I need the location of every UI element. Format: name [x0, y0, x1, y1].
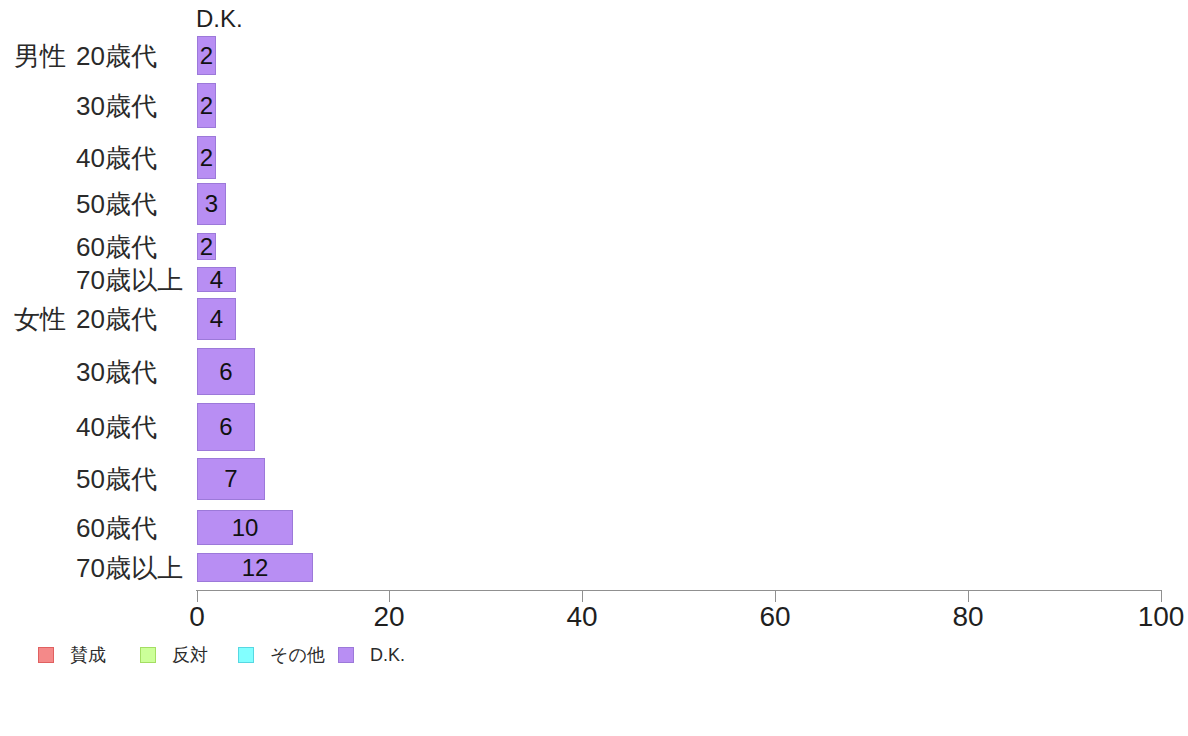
- chart-title: D.K.: [196, 5, 243, 33]
- bar-value-label: 12: [242, 556, 269, 580]
- x-axis-line: [196, 590, 1162, 591]
- bar-value-label: 6: [219, 415, 232, 439]
- bar: 2: [197, 136, 216, 179]
- bar: 10: [197, 510, 293, 545]
- chart: D.K. 男性20歳代230歳代240歳代250歳代360歳代270歳以上4女性…: [0, 0, 1188, 736]
- legend-label: その他: [270, 646, 325, 664]
- bar: 6: [197, 403, 255, 451]
- row-label: 男性20歳代: [14, 40, 157, 72]
- age-label: 30歳代: [76, 91, 157, 121]
- legend-item: 反対: [140, 645, 208, 665]
- bar-value-label: 7: [224, 467, 237, 491]
- age-label: 40歳代: [76, 412, 157, 442]
- bar: 2: [197, 36, 216, 75]
- legend-label: 反対: [172, 646, 208, 664]
- bar-value-label: 2: [200, 235, 213, 259]
- bar: 2: [197, 233, 216, 260]
- row-label: 70歳以上: [14, 552, 183, 584]
- bar: 12: [197, 553, 313, 582]
- age-label: 50歳代: [76, 464, 157, 494]
- legend-swatch: [38, 647, 54, 663]
- legend-label: D.K.: [370, 646, 405, 664]
- bar: 2: [197, 83, 216, 128]
- bar-value-label: 4: [210, 268, 223, 292]
- bar: 4: [197, 267, 236, 292]
- bar: 7: [197, 458, 265, 500]
- group-label: 男性: [14, 40, 76, 72]
- row-label: 70歳以上: [14, 264, 183, 296]
- legend-item: 賛成: [38, 645, 106, 665]
- x-axis-tick-label: 80: [923, 601, 1013, 633]
- age-label: 20歳代: [76, 304, 157, 334]
- age-label: 50歳代: [76, 189, 157, 219]
- legend-swatch: [140, 647, 156, 663]
- age-label: 40歳代: [76, 143, 157, 173]
- x-axis-tick-label: 60: [730, 601, 820, 633]
- row-label: 30歳代: [14, 356, 157, 388]
- group-label: 女性: [14, 303, 76, 335]
- legend-item: その他: [238, 645, 325, 665]
- age-label: 30歳代: [76, 357, 157, 387]
- bar: 3: [197, 183, 226, 225]
- x-axis-tick-label: 100: [1116, 601, 1188, 633]
- bar: 4: [197, 298, 236, 340]
- row-label: 50歳代: [14, 463, 157, 495]
- row-label: 40歳代: [14, 142, 157, 174]
- x-axis-tick-label: 40: [537, 601, 627, 633]
- bar: 6: [197, 348, 255, 395]
- legend-label: 賛成: [70, 646, 106, 664]
- legend-swatch: [238, 647, 254, 663]
- x-axis-tick-label: 20: [344, 601, 434, 633]
- bar-value-label: 6: [219, 360, 232, 384]
- bar-value-label: 4: [210, 307, 223, 331]
- legend-item: D.K.: [338, 645, 405, 665]
- age-label: 20歳代: [76, 41, 157, 71]
- row-label: 60歳代: [14, 512, 157, 544]
- row-label: 30歳代: [14, 90, 157, 122]
- age-label: 60歳代: [76, 232, 157, 262]
- row-label: 女性20歳代: [14, 303, 157, 335]
- bar-value-label: 2: [200, 146, 213, 170]
- bar-value-label: 2: [200, 44, 213, 68]
- row-label: 50歳代: [14, 188, 157, 220]
- row-label: 40歳代: [14, 411, 157, 443]
- bar-value-label: 10: [232, 516, 259, 540]
- age-label: 60歳代: [76, 513, 157, 543]
- bar-value-label: 2: [200, 94, 213, 118]
- x-axis-tick-label: 0: [152, 601, 242, 633]
- legend-swatch: [338, 647, 354, 663]
- age-label: 70歳以上: [76, 265, 183, 295]
- age-label: 70歳以上: [76, 553, 183, 583]
- row-label: 60歳代: [14, 231, 157, 263]
- bar-value-label: 3: [205, 192, 218, 216]
